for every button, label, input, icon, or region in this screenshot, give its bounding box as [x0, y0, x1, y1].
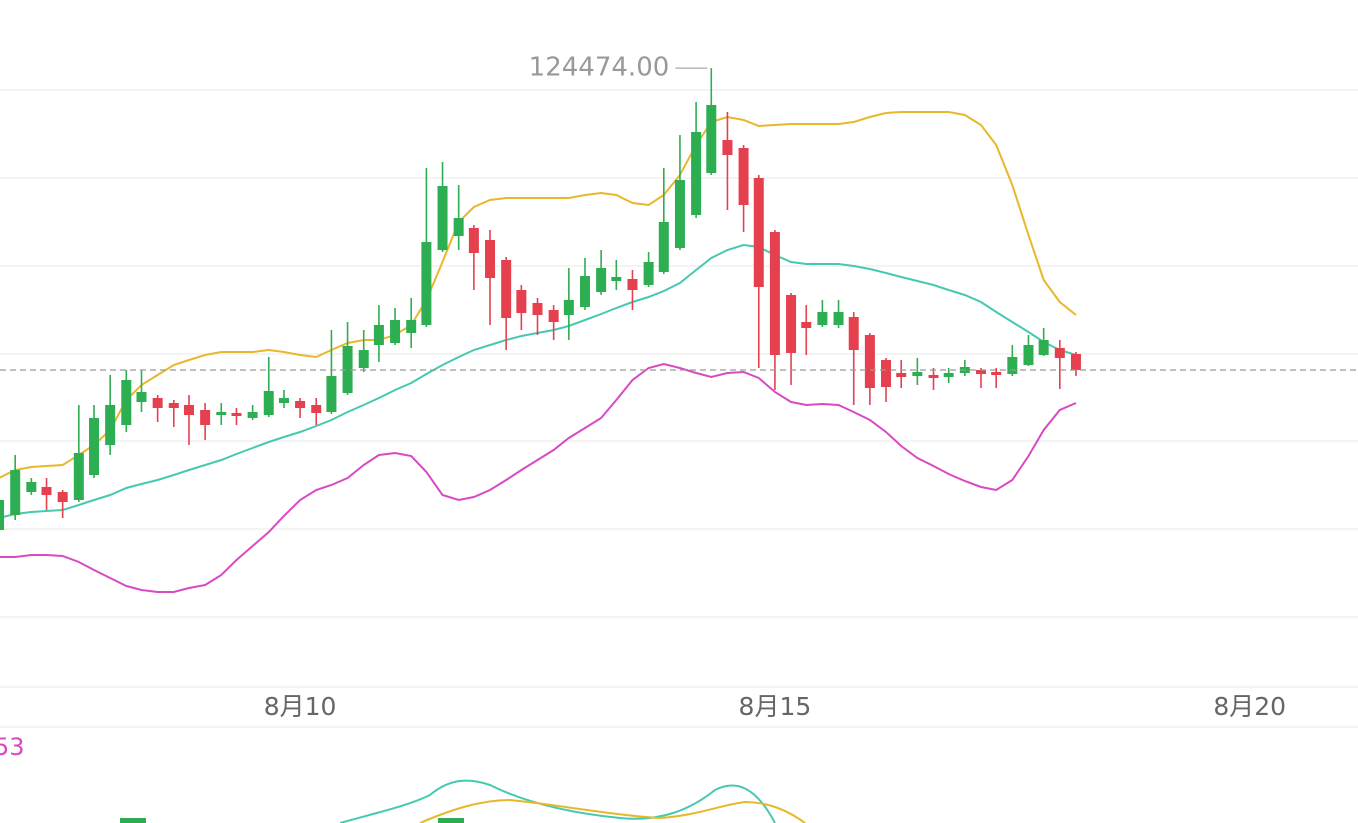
- candle-body: [0, 500, 5, 530]
- candle-body: [73, 453, 84, 500]
- candle-body: [658, 222, 669, 272]
- candle-body: [1023, 345, 1034, 365]
- candle-body: [326, 376, 337, 412]
- lower-panel: [120, 779, 806, 823]
- candle-body: [722, 140, 733, 155]
- candle-body: [216, 412, 227, 415]
- candle-body: [627, 279, 638, 290]
- candle-body: [596, 268, 607, 292]
- candle-body: [532, 303, 543, 315]
- grid: [0, 89, 1358, 728]
- candle-body: [833, 312, 844, 325]
- x-tick-label: 8月15: [739, 692, 812, 721]
- candle-body: [706, 105, 717, 173]
- candle-body: [928, 375, 939, 378]
- candle-body: [200, 410, 211, 425]
- band-line: [0, 362, 1077, 593]
- candle-body: [183, 405, 194, 415]
- candle-body: [786, 295, 797, 353]
- indicator-bar: [438, 818, 464, 823]
- candle-body: [643, 262, 654, 285]
- candle-body: [769, 232, 780, 355]
- indicator-label: 53: [0, 733, 25, 761]
- candle-body: [311, 405, 322, 413]
- candle-body: [753, 178, 764, 287]
- candle-body: [848, 317, 859, 350]
- candle-body: [975, 370, 986, 374]
- candle-body: [501, 260, 512, 318]
- candle-body: [278, 398, 289, 403]
- x-tick-label: 8月10: [264, 692, 337, 721]
- candle-body: [41, 487, 52, 495]
- candle-body: [991, 372, 1002, 375]
- candle-body: [263, 391, 274, 415]
- candle-body: [563, 300, 574, 315]
- candle-body: [406, 320, 417, 333]
- candle-body: [295, 401, 306, 408]
- candle-body: [1054, 348, 1065, 358]
- indicator-bar: [120, 818, 146, 823]
- indicator-line: [339, 779, 776, 823]
- candle-body: [437, 186, 448, 250]
- candle-body: [579, 276, 590, 307]
- candle-body: [943, 373, 954, 377]
- max-label: 124474.00: [529, 53, 670, 83]
- candle-body: [485, 240, 496, 278]
- candle-body: [10, 470, 21, 515]
- candle-body: [516, 290, 527, 313]
- candle-body: [121, 380, 132, 425]
- candle-body: [358, 350, 369, 368]
- candle-body: [390, 320, 401, 343]
- indicator-line: [419, 798, 806, 823]
- candle-body: [817, 312, 828, 325]
- candle-body: [57, 492, 68, 502]
- candle-body: [373, 325, 384, 345]
- candle-body: [1007, 357, 1018, 374]
- x-tick-label: 8月20: [1213, 692, 1286, 721]
- candle-body: [548, 310, 559, 322]
- candle-body: [864, 335, 875, 388]
- candle-body: [896, 373, 907, 377]
- candle-body: [231, 413, 242, 416]
- candle-body: [468, 228, 479, 253]
- candle-body: [801, 322, 812, 328]
- candle-body: [1038, 340, 1049, 355]
- candle-body: [26, 482, 37, 492]
- candle-body: [152, 398, 163, 408]
- band-line: [0, 243, 1077, 519]
- candle-body: [136, 392, 147, 402]
- candle-body: [691, 132, 702, 215]
- candle-body: [89, 418, 100, 475]
- candle-body: [912, 372, 923, 376]
- candle-body: [421, 242, 432, 325]
- candle-body: [453, 218, 464, 236]
- candle-body: [247, 412, 258, 418]
- candle-body: [881, 360, 892, 387]
- band-line: [0, 111, 1077, 479]
- candle-body: [342, 346, 353, 393]
- candle-body: [1070, 354, 1081, 370]
- candle-body: [168, 403, 179, 408]
- candle-body: [105, 405, 116, 445]
- candle-body: [611, 277, 622, 281]
- candle-body: [738, 148, 749, 205]
- candle-body: [674, 180, 685, 248]
